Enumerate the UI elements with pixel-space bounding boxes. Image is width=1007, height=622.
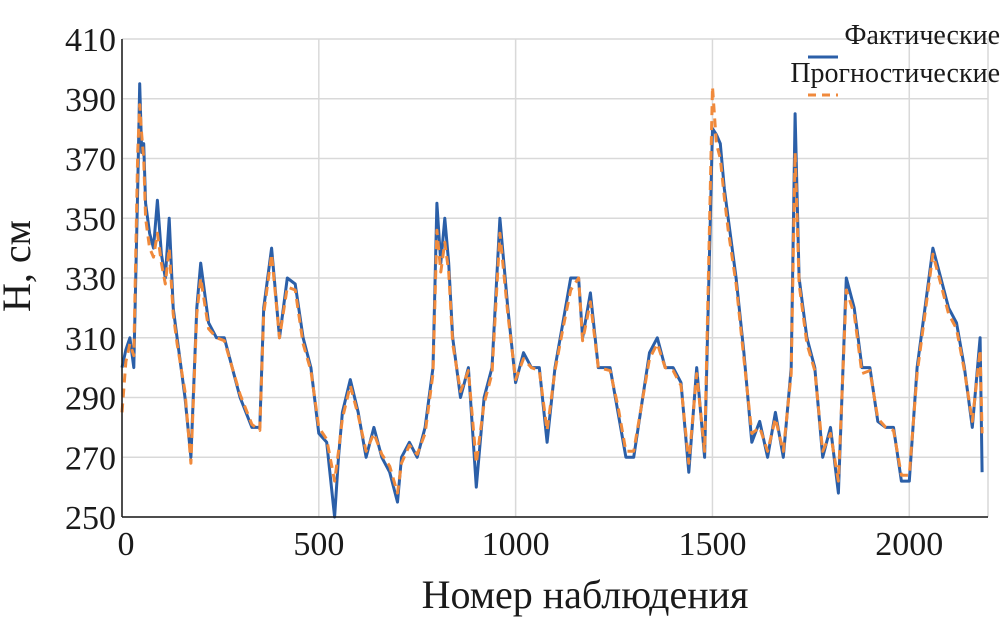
- x-tick-label-0: 0: [118, 526, 135, 563]
- legend-label-forecast: Прогностические: [790, 58, 1000, 89]
- y-tick-label-350: 350: [65, 201, 116, 238]
- grid-lines: [121, 38, 989, 518]
- y-tick-label-270: 270: [65, 440, 116, 477]
- series-line-forecast: [120, 85, 984, 495]
- series-layer: [120, 82, 984, 519]
- x-tick-labels: 0 500 1000 1500 2000: [118, 526, 944, 563]
- legend-label-actual: Фактические: [844, 20, 1000, 51]
- legend: Фактические Прогностические: [790, 20, 1000, 97]
- x-tick-label-500: 500: [293, 526, 344, 563]
- y-tick-label-370: 370: [65, 142, 116, 179]
- y-tick-label-290: 290: [65, 381, 116, 418]
- x-axis-title: Номер наблюдения: [422, 572, 749, 617]
- axes: [121, 39, 988, 518]
- x-tick-label-1000: 1000: [482, 526, 550, 563]
- y-tick-label-310: 310: [65, 321, 116, 358]
- x-tick-label-2000: 2000: [875, 526, 943, 563]
- x-tick-label-1500: 1500: [678, 526, 746, 563]
- y-tick-label-250: 250: [65, 500, 116, 537]
- y-tick-label-410: 410: [65, 22, 116, 59]
- y-tick-label-330: 330: [65, 261, 116, 298]
- y-tick-labels: 250 270 290 310 330 350 370 390 410: [65, 22, 116, 537]
- series-line-actual: [120, 82, 984, 519]
- y-tick-label-390: 390: [65, 82, 116, 119]
- y-axis-title: H, см: [0, 220, 39, 312]
